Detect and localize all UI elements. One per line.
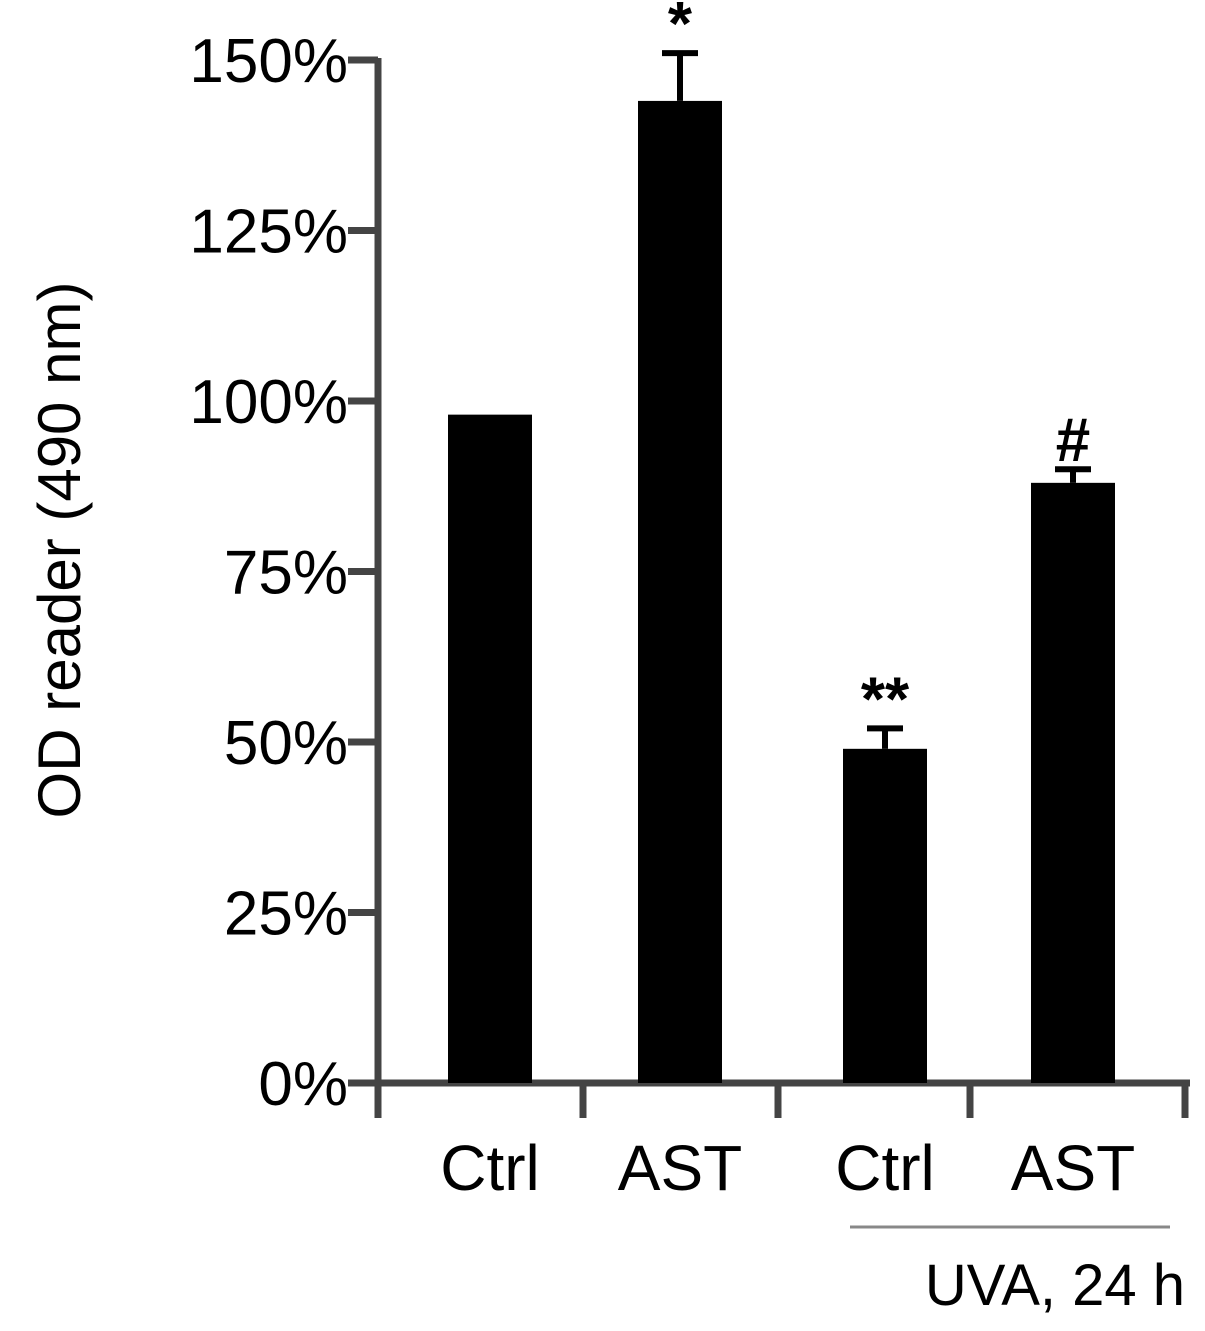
bar bbox=[448, 414, 532, 1083]
significance-annotations: ***# bbox=[668, 0, 1090, 734]
category-label: Ctrl bbox=[835, 1132, 935, 1204]
bars bbox=[448, 100, 1115, 1084]
y-tick-label: 150% bbox=[189, 27, 348, 96]
error-bars bbox=[662, 50, 1091, 749]
significance-annotation: # bbox=[1056, 406, 1090, 475]
bar bbox=[638, 100, 722, 1084]
category-label: AST bbox=[1011, 1132, 1135, 1204]
y-tick-label: 75% bbox=[224, 539, 348, 608]
y-tick-label: 0% bbox=[258, 1050, 348, 1119]
y-tick-label: 25% bbox=[224, 880, 348, 949]
x-axis bbox=[374, 1079, 1190, 1118]
y-tick-label: 100% bbox=[189, 368, 348, 437]
uva-group-label: UVA, 24 h bbox=[925, 1253, 1185, 1318]
category-labels: Ctrl AST Ctrl AST bbox=[440, 1132, 1135, 1204]
significance-annotation: * bbox=[668, 0, 693, 59]
y-tick-label: 50% bbox=[224, 709, 348, 778]
y-tick-label: 125% bbox=[189, 198, 348, 267]
bar bbox=[843, 748, 927, 1083]
category-label: Ctrl bbox=[440, 1132, 540, 1204]
y-axis: 0% 25% 50% 75% 100% 125% 150% bbox=[189, 27, 382, 1119]
category-label: AST bbox=[618, 1132, 742, 1204]
y-axis-label: OD reader (490 nm) bbox=[26, 282, 93, 819]
bar bbox=[1031, 482, 1115, 1084]
significance-annotation: ** bbox=[861, 665, 910, 734]
